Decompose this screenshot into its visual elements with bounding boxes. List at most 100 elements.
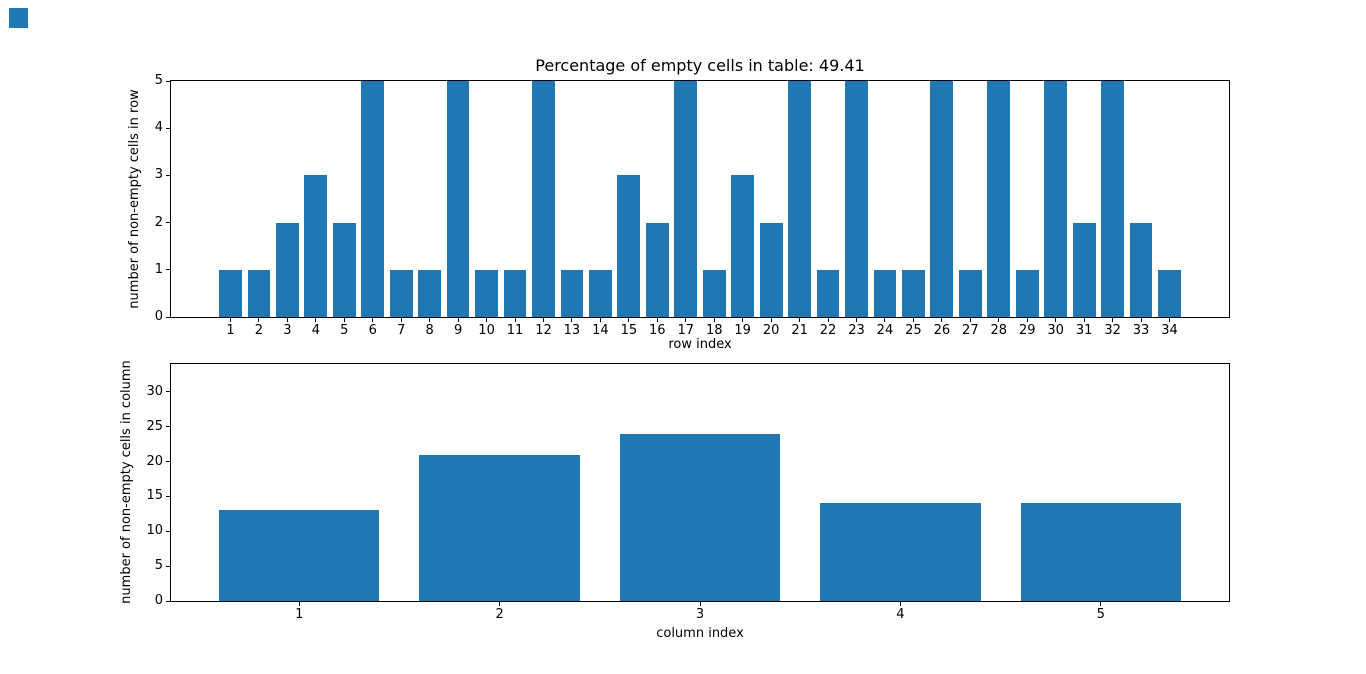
row-x-tick-label-32: 32 <box>1104 323 1121 338</box>
column-x-tick-label-5: 5 <box>1096 607 1105 622</box>
row-x-tick-label-24: 24 <box>876 323 894 338</box>
column-y-tick-label-10: 10 <box>146 523 163 539</box>
row-bar-21 <box>788 81 811 317</box>
row-y-tick-mark-0 <box>166 316 170 318</box>
row-x-tick-label-16: 16 <box>649 323 666 338</box>
row-x-tick-mark-25 <box>912 318 914 322</box>
row-bar-25 <box>902 269 925 317</box>
row-bar-32 <box>1101 81 1124 317</box>
row-x-tick-label-20: 20 <box>762 323 780 338</box>
column-x-tick-label-4: 4 <box>896 607 905 622</box>
row-x-tick-label-11: 11 <box>506 323 524 338</box>
row-x-tick-label-10: 10 <box>478 323 495 338</box>
column-bar-5 <box>1020 503 1181 601</box>
row-x-tick-mark-14 <box>599 318 601 322</box>
row-bar-23 <box>845 81 868 317</box>
row-x-tick-label-19: 19 <box>734 323 751 338</box>
column-bar-1 <box>219 510 380 601</box>
row-x-tick-mark-2 <box>258 318 260 322</box>
row-bar-19 <box>731 175 755 317</box>
column-x-tick-label-1: 1 <box>295 607 304 622</box>
row-x-tick-mark-16 <box>656 318 658 322</box>
row-x-tick-mark-22 <box>827 318 829 322</box>
row-x-tick-label-21: 21 <box>791 323 808 338</box>
column-bar-3 <box>619 433 781 601</box>
row-bar-33 <box>1129 222 1153 317</box>
row-x-tick-mark-30 <box>1055 318 1057 322</box>
row-x-tick-mark-9 <box>457 318 459 322</box>
row-x-tick-mark-21 <box>799 318 801 322</box>
column-x-tick-label-3: 3 <box>695 607 705 622</box>
row-x-tick-mark-17 <box>685 318 687 322</box>
row-x-tick-label-29: 29 <box>1018 323 1036 338</box>
row-x-tick-mark-11 <box>514 318 516 322</box>
row-bar-12 <box>532 81 555 317</box>
column-chart-xlabel: column index <box>656 626 744 641</box>
row-x-tick-mark-3 <box>286 318 288 322</box>
row-x-tick-label-12: 12 <box>535 323 552 338</box>
row-chart-ylabel: number of non-empty cells in row <box>127 89 142 309</box>
row-x-tick-mark-7 <box>400 318 402 322</box>
column-x-tick-mark-3 <box>699 602 701 606</box>
row-x-tick-mark-19 <box>742 318 744 322</box>
column-x-tick-mark-2 <box>499 602 501 606</box>
row-x-tick-mark-27 <box>969 318 971 322</box>
column-bar-2 <box>419 454 580 601</box>
row-bar-5 <box>332 222 356 317</box>
row-x-tick-label-3: 3 <box>283 323 292 338</box>
row-x-tick-mark-34 <box>1169 318 1171 322</box>
row-x-tick-label-34: 34 <box>1161 323 1178 338</box>
row-x-tick-mark-8 <box>429 318 431 322</box>
column-bar-4 <box>820 503 981 601</box>
column-y-tick-label-30: 30 <box>146 383 163 399</box>
row-x-tick-label-14: 14 <box>592 323 609 338</box>
row-x-tick-mark-20 <box>770 318 772 322</box>
row-y-tick-mark-3 <box>166 174 170 176</box>
row-x-tick-label-17: 17 <box>677 323 695 338</box>
row-bar-6 <box>361 81 385 317</box>
row-y-tick-label-1: 1 <box>154 261 163 277</box>
row-bar-16 <box>645 222 669 317</box>
column-y-tick-mark-30 <box>166 391 170 393</box>
row-y-tick-mark-4 <box>166 127 170 129</box>
row-x-tick-mark-26 <box>941 318 943 322</box>
row-x-tick-label-8: 8 <box>425 323 434 338</box>
row-y-tick-mark-1 <box>166 269 170 271</box>
row-x-tick-mark-29 <box>1026 318 1028 322</box>
column-x-tick-label-2: 2 <box>495 607 504 622</box>
row-bar-29 <box>1015 269 1039 317</box>
row-x-tick-label-13: 13 <box>563 323 581 338</box>
column-y-tick-mark-20 <box>166 461 170 463</box>
row-bar-15 <box>617 175 641 317</box>
row-x-tick-label-9: 9 <box>453 323 463 338</box>
row-x-tick-label-6: 6 <box>368 323 377 338</box>
row-x-tick-label-2: 2 <box>254 323 264 338</box>
row-x-tick-label-22: 22 <box>819 323 837 338</box>
row-bar-27 <box>958 269 982 317</box>
row-bar-1 <box>219 269 242 317</box>
row-bar-31 <box>1072 222 1096 317</box>
row-y-tick-mark-2 <box>166 222 170 224</box>
row-chart-xlabel: row index <box>668 337 732 352</box>
row-x-tick-label-28: 28 <box>990 323 1008 338</box>
row-bar-8 <box>418 269 442 317</box>
row-bar-34 <box>1158 269 1181 317</box>
row-x-tick-label-5: 5 <box>340 323 349 338</box>
row-bar-9 <box>446 81 470 317</box>
column-y-tick-mark-25 <box>166 426 170 428</box>
row-y-tick-label-3: 3 <box>154 167 163 183</box>
row-x-tick-label-31: 31 <box>1075 323 1093 338</box>
row-bar-24 <box>873 269 897 317</box>
row-bar-28 <box>987 81 1011 317</box>
row-bar-3 <box>276 222 299 317</box>
row-bar-30 <box>1044 81 1068 317</box>
column-chart-ylabel: number of non-empty cells in column <box>119 360 134 604</box>
row-bar-20 <box>759 222 783 317</box>
row-bar-2 <box>247 269 271 317</box>
row-x-tick-label-1: 1 <box>226 323 235 338</box>
column-y-tick-label-5: 5 <box>154 558 163 574</box>
column-y-tick-mark-10 <box>166 530 170 532</box>
row-x-tick-mark-31 <box>1083 318 1085 322</box>
column-y-tick-label-0: 0 <box>154 593 163 608</box>
